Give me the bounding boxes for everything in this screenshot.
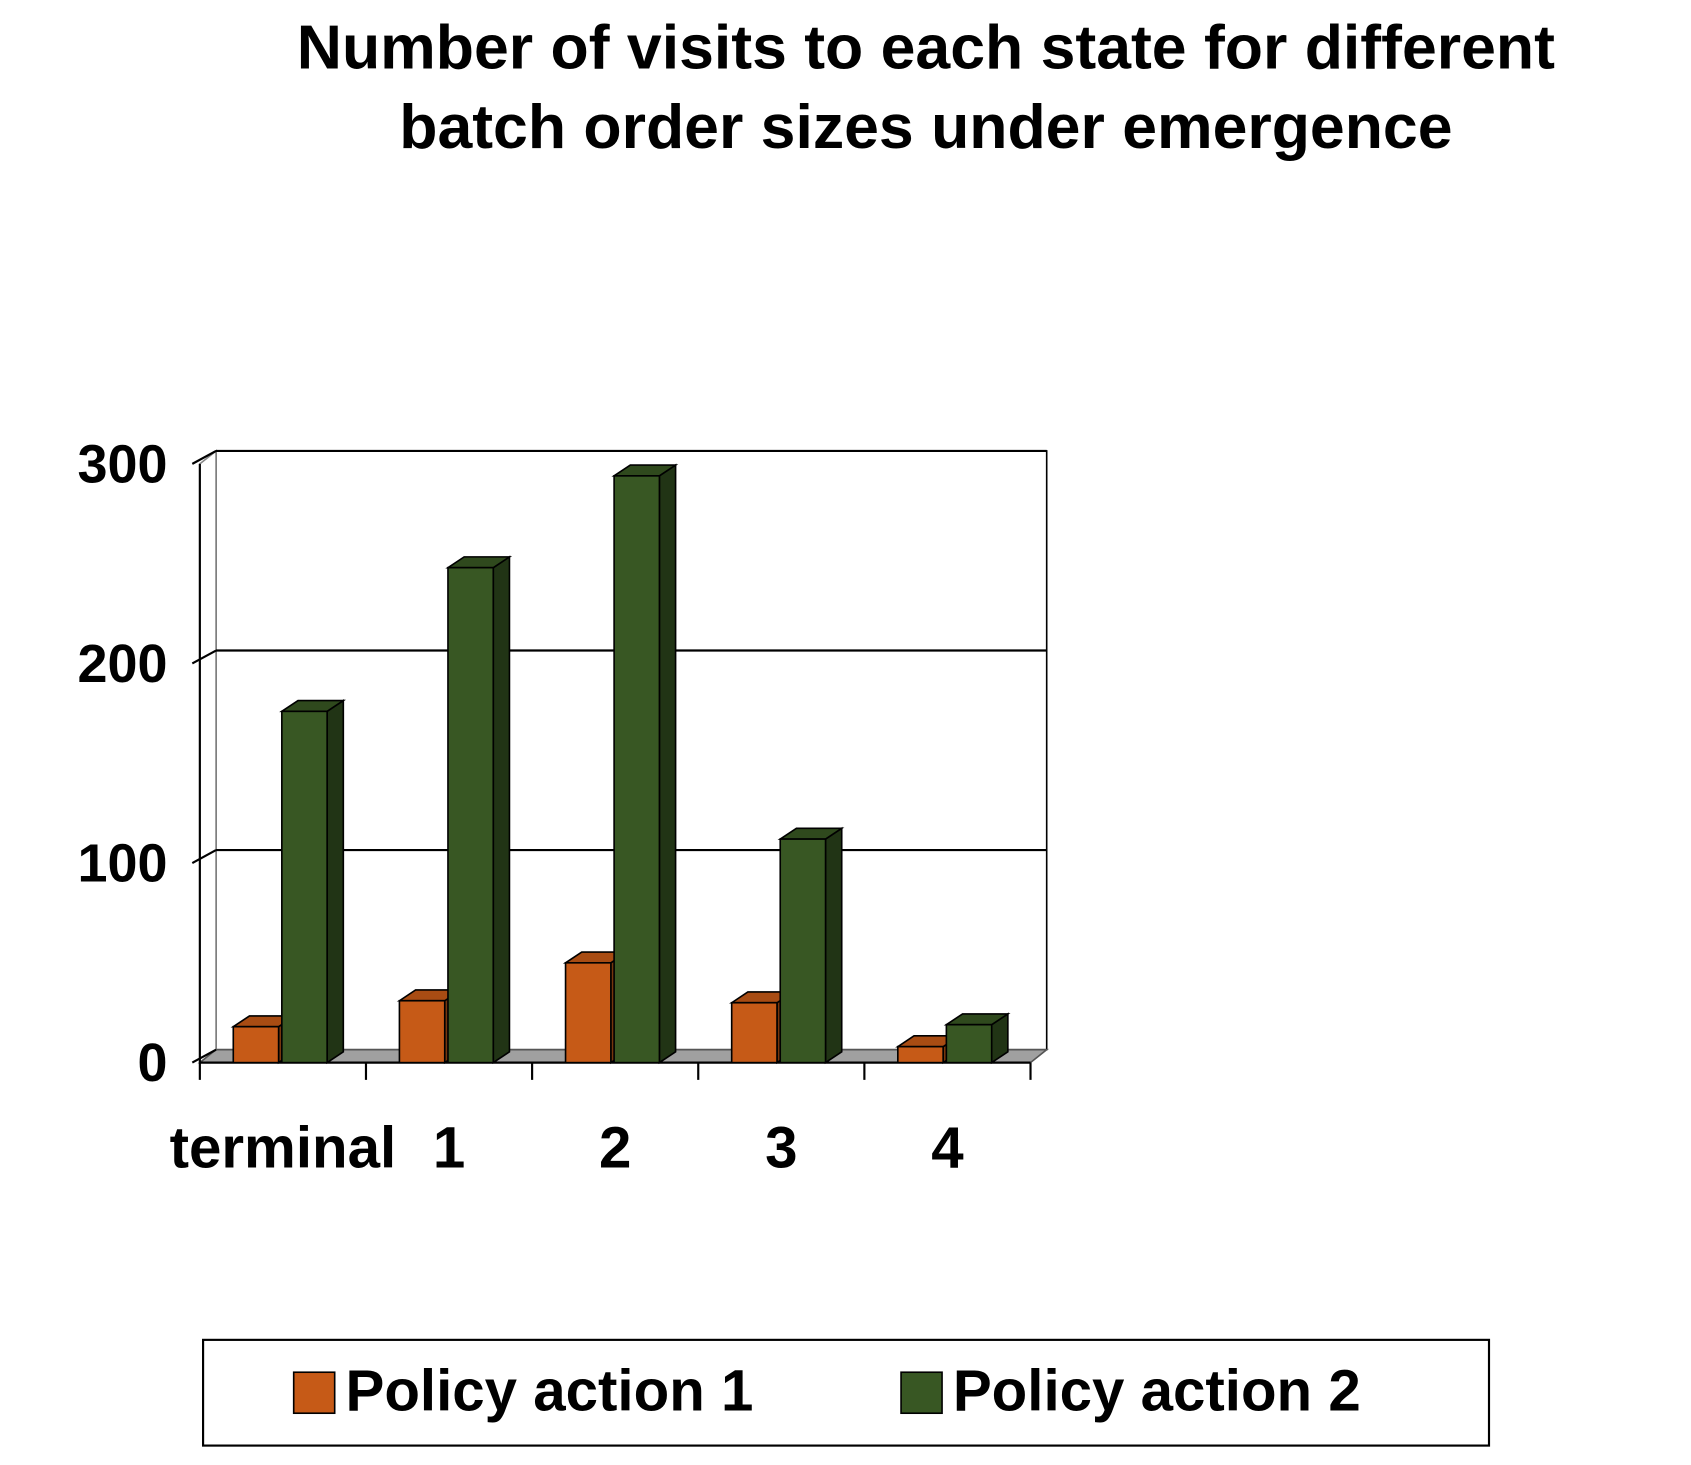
bar-side [658, 463, 677, 1065]
y-tick-label: 200 [78, 634, 168, 694]
legend-box [202, 1338, 1491, 1447]
y-tick [191, 849, 217, 864]
legend-swatch [292, 1371, 336, 1415]
y-tick [191, 649, 217, 665]
x-tick-label: 3 [765, 1116, 797, 1181]
x-tick-label: 1 [433, 1116, 465, 1181]
bar-side [326, 699, 345, 1065]
bar-side [492, 555, 511, 1065]
bar [613, 475, 661, 1064]
chart-title: batch order sizes under emergence [399, 92, 1452, 162]
bar [447, 566, 495, 1064]
y-tick-label: 0 [137, 1033, 167, 1093]
bar [730, 1001, 778, 1064]
chart-title: Number of visits to each state for diffe… [297, 12, 1555, 82]
bar [398, 999, 446, 1064]
bar [779, 838, 827, 1064]
y-tick [191, 449, 217, 465]
bar [232, 1025, 280, 1064]
bar [564, 962, 612, 1064]
x-tick-label: 4 [931, 1116, 964, 1181]
y-tick [191, 1048, 217, 1064]
bar [281, 710, 328, 1064]
legend-label: Policy action 1 [345, 1358, 753, 1423]
bar [897, 1045, 944, 1064]
legend-label: Policy action 2 [953, 1358, 1361, 1423]
side-wall [199, 449, 217, 1065]
y-tick-label: 100 [78, 834, 168, 894]
bar [945, 1023, 993, 1064]
x-tick-label: 2 [599, 1116, 631, 1181]
legend-swatch [900, 1371, 943, 1415]
x-tick-label: terminal [170, 1116, 397, 1181]
y-tick-label: 300 [78, 434, 168, 494]
bar-side [824, 826, 843, 1065]
